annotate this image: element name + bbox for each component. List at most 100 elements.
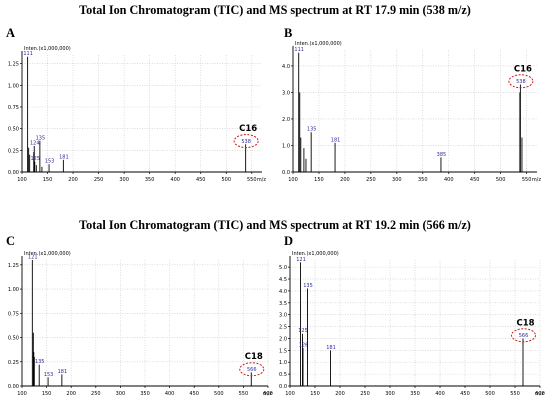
peak-label: 121 [28,255,38,261]
y-tick-label: 3.0 [279,313,287,319]
y-tick-label: 1.00 [8,83,19,89]
highlight-circle [511,328,536,343]
x-tick-label: 550 [522,177,532,183]
x-tick-label: 550 [239,391,249,397]
x-tick-label: 600 [535,391,545,397]
x-tick-label: 300 [385,391,395,397]
y-tick-label: 2.5 [279,325,287,331]
y-tick-label: 0.75 [8,105,19,111]
x-tick-label: 400 [165,391,175,397]
peak-label: 181 [59,154,69,160]
x-tick-label: 500 [221,177,231,183]
x-tick-label: 550 [510,391,520,397]
x-tick-label: 400 [435,391,445,397]
x-tick-label: 400 [444,177,454,183]
x-tick-label: 450 [189,391,199,397]
y-axis-label: Inten.(x1,000,000) [24,251,71,257]
x-tick-label: 350 [140,391,150,397]
x-tick-label: 450 [460,391,470,397]
y-tick-label: 5.0 [279,265,287,271]
peak-label: 125 [30,156,40,162]
y-tick-label: 1.25 [8,62,19,68]
x-tick-label: 100 [288,177,298,183]
x-tick-label: 300 [392,177,402,183]
x-tick-label: 250 [91,391,101,397]
y-tick-label: 1.5 [279,348,287,354]
x-tick-label: 350 [410,391,420,397]
peak-label: 124 [30,141,40,147]
x-tick-label: 550 [247,177,257,183]
y-tick-label: 1.0 [282,143,290,149]
x-tick-label: 250 [94,177,104,183]
compound-label: C18 [245,352,263,362]
peak-label: 153 [45,159,55,165]
ms-spectrum-c: 0.00 0.25 0.50 0.75 1.00 1.25 100 150 200 250 300 3… [8,251,273,397]
y-tick-label: 0.50 [8,336,19,342]
x-tick-label: 200 [68,177,78,183]
y-tick-label: 1.00 [8,287,19,293]
x-tick-label: 150 [314,177,324,183]
x-tick-label: 150 [42,391,52,397]
highlight-circle [239,362,265,377]
y-tick-label: 3.5 [279,301,287,307]
y-tick-label: 2.0 [279,336,287,342]
ms-spectrum-d: 0.0 0.5 1.0 1.5 2.0 2.5 3.0 3.5 4.0 4.5 5.0 100 150 2… [279,251,545,397]
x-tick-label: 450 [470,177,480,183]
peak-label: 135 [303,283,313,289]
peak-label: 121 [296,257,306,263]
peak-label: 181 [58,369,68,375]
y-tick-label: 4.5 [279,277,287,283]
highlight-circle [233,134,259,149]
peak-label: 385 [437,152,447,158]
panel-letter-c: C [6,234,16,248]
peak-label: 538 [241,139,251,145]
panel-letter-d: D [284,234,294,248]
peak-label: 135 [307,127,317,133]
x-axis-label: m/z [257,177,267,183]
peak-label: 111 [23,51,33,57]
y-tick-label: 2.0 [282,117,290,123]
y-axis-label: Inten.(x1,000,000) [24,46,71,52]
ms-spectrum-b: 0.0 1.0 2.0 3.0 4.0 100 150 200 250 300 350 400 450 5… [282,41,542,183]
y-tick-label: 0.25 [8,148,19,154]
compound-label: C18 [516,318,534,328]
x-tick-label: 350 [418,177,428,183]
x-tick-label: 100 [17,391,27,397]
x-tick-label: 350 [145,177,155,183]
y-axis-label: Inten.(x1,000,000) [292,251,339,257]
y-tick-label: 4.0 [282,64,290,70]
peak-label: 126 [299,342,309,348]
x-tick-label: 150 [43,177,53,183]
compound-label: C16 [514,64,532,74]
x-tick-label: 250 [360,391,370,397]
x-tick-label: 300 [119,177,129,183]
y-tick-label: 3.0 [282,90,290,96]
y-tick-label: 1.0 [279,360,287,366]
x-tick-label: 500 [496,177,506,183]
y-tick-label: 0.25 [8,360,19,366]
x-axis-label: m/z [535,391,545,397]
y-tick-label: 1.25 [8,263,19,269]
x-tick-label: 200 [66,391,76,397]
heading-top: Total Ion Chromatogram (TIC) and MS spec… [79,3,471,17]
panel-letter-a: A [6,26,16,40]
peak-label: 538 [516,79,526,85]
peak-label: 111 [294,47,304,53]
x-axis-label: m/z [532,177,542,183]
ms-spectrum-a: 0.00 0.25 0.50 0.75 1.00 1.25 100 150 200 250 300 3… [8,46,267,183]
x-tick-label: 150 [310,391,320,397]
peak-label: 181 [331,137,341,143]
x-tick-label: 100 [285,391,295,397]
peak-label: 135 [35,359,45,365]
x-tick-label: 500 [485,391,495,397]
y-tick-label: 0.00 [8,384,19,390]
x-tick-label: 200 [340,177,350,183]
x-tick-label: 200 [335,391,345,397]
peak-label: 135 [36,135,46,141]
x-tick-label: 500 [214,391,224,397]
peak-label: 181 [326,345,336,351]
y-tick-label: 0.75 [8,311,19,317]
x-tick-label: 250 [366,177,376,183]
y-tick-label: 0.5 [279,372,287,378]
peak-label: 125 [298,328,308,334]
